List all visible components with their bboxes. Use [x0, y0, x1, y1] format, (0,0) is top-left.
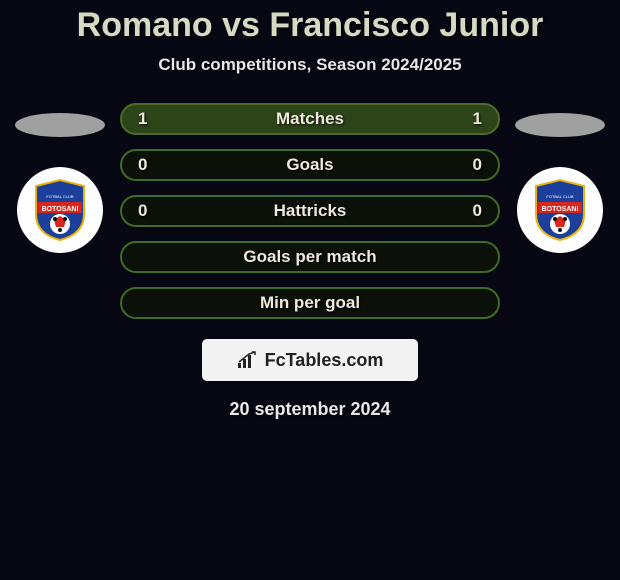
- club-crest-right: BOTOSANI FOTBAL CLUB: [532, 178, 588, 242]
- stat-bar-matches: 1 Matches 1: [120, 103, 500, 135]
- club-badge-left: BOTOSANI FOTBAL CLUB: [17, 167, 103, 253]
- svg-text:BOTOSANI: BOTOSANI: [542, 206, 579, 213]
- left-side: BOTOSANI FOTBAL CLUB: [0, 103, 120, 253]
- stat-right-value: 1: [473, 109, 482, 129]
- stat-label: Matches: [276, 109, 344, 129]
- comparison-row: BOTOSANI FOTBAL CLUB 1 Matches 1 0: [0, 103, 620, 319]
- stat-bar-hattricks: 0 Hattricks 0: [120, 195, 500, 227]
- stat-left-value: 1: [138, 109, 147, 129]
- stat-right-value: 0: [473, 155, 482, 175]
- player-ellipse-right: [515, 113, 605, 137]
- stat-bar-gpm: Goals per match: [120, 241, 500, 273]
- stat-label: Hattricks: [274, 201, 347, 221]
- page-subtitle: Club competitions, Season 2024/2025: [0, 55, 620, 75]
- right-side: BOTOSANI FOTBAL CLUB: [500, 103, 620, 253]
- footer-date: 20 september 2024: [0, 399, 620, 420]
- svg-text:BOTOSANI: BOTOSANI: [42, 206, 79, 213]
- svg-text:FOTBAL CLUB: FOTBAL CLUB: [46, 194, 74, 199]
- club-crest-left: BOTOSANI FOTBAL CLUB: [32, 178, 88, 242]
- footer-brand: FcTables.com: [202, 339, 418, 381]
- stat-bar-goals: 0 Goals 0: [120, 149, 500, 181]
- chart-icon: [237, 351, 259, 369]
- stat-bar-mpg: Min per goal: [120, 287, 500, 319]
- stat-label: Goals: [286, 155, 333, 175]
- svg-text:FOTBAL CLUB: FOTBAL CLUB: [546, 194, 574, 199]
- footer-brand-text: FcTables.com: [265, 350, 384, 371]
- stat-right-value: 0: [473, 201, 482, 221]
- player-ellipse-left: [15, 113, 105, 137]
- stat-left-value: 0: [138, 155, 147, 175]
- stat-label: Min per goal: [260, 293, 360, 313]
- stat-bars: 1 Matches 1 0 Goals 0 0 Hattricks 0 Goal…: [120, 103, 500, 319]
- page-title: Romano vs Francisco Junior: [0, 0, 620, 45]
- stat-left-value: 0: [138, 201, 147, 221]
- club-badge-right: BOTOSANI FOTBAL CLUB: [517, 167, 603, 253]
- stat-label: Goals per match: [243, 247, 376, 267]
